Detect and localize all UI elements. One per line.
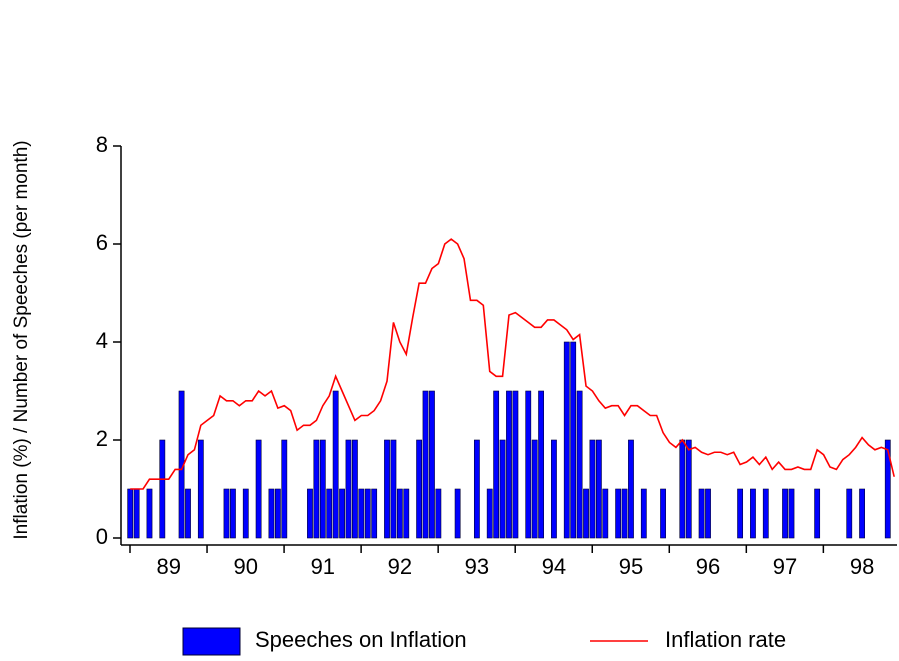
bar [679,439,686,539]
bar [332,390,339,539]
bar [595,439,602,539]
bar [403,488,410,539]
bar [750,488,756,539]
bar [846,488,853,539]
bar [133,488,140,539]
bar [319,439,326,539]
bar [570,341,577,539]
bar [313,439,320,539]
bar [384,439,390,539]
bar [486,488,493,539]
y-tick-label: 2 [96,426,108,451]
bar [640,488,647,539]
bar [416,439,423,539]
bar [352,439,358,539]
bar [396,488,403,539]
bar [859,488,865,539]
bar [230,488,236,539]
x-tick-label: 92 [388,554,412,579]
bar [364,488,371,539]
x-tick-label: 90 [234,554,258,579]
bar [159,439,166,539]
x-tick-label: 98 [850,554,874,579]
bar [307,488,313,539]
y-axis-label: Inflation (%) / Number of Speeches (per … [11,140,32,539]
bar [698,488,705,539]
bar [274,488,281,539]
bar [551,439,557,539]
bar [435,488,442,539]
bar [583,488,589,539]
bar [621,488,628,539]
bar [454,488,461,539]
x-tick-label: 93 [465,554,489,579]
bar [525,390,532,539]
bar [563,341,570,539]
bar [326,488,333,539]
bar [506,390,512,539]
y-tick-label: 4 [96,328,108,353]
bar [185,488,191,539]
bar [493,390,500,539]
bar [371,488,378,539]
bar [660,488,666,539]
bar [737,488,744,539]
x-tick-label: 97 [773,554,797,579]
bar [602,488,609,539]
bar [685,439,692,539]
bar [268,488,275,539]
bar [281,439,288,539]
bar [884,439,891,539]
bar [531,439,538,539]
legend-label: Inflation rate [665,627,786,652]
bar [589,439,596,539]
bar [223,488,230,539]
legend-label: Speeches on Inflation [255,627,467,652]
bar [339,488,345,539]
x-tick-label: 91 [311,554,335,579]
bar [628,439,634,539]
bar [814,488,821,539]
bar [127,488,134,539]
bar [358,488,365,539]
line [130,238,895,490]
bar [390,439,397,539]
bar [429,390,435,539]
y-tick-label: 0 [96,524,108,549]
bar [422,390,429,539]
bar [473,439,480,539]
bar [615,488,622,539]
bar [782,488,788,539]
x-tick-label: 96 [696,554,720,579]
bar [705,488,711,539]
bar [576,390,583,539]
bar [762,488,769,539]
bar [197,439,204,539]
bar [255,439,262,539]
bar [512,390,519,539]
x-tick-label: 95 [619,554,643,579]
x-tick-label: 89 [156,554,180,579]
bar [242,488,249,539]
legend-swatch [182,627,241,656]
bar [538,390,544,539]
bar [146,488,153,539]
y-tick-label: 6 [96,230,108,255]
bar [345,439,352,539]
bar [788,488,795,539]
bar [499,439,506,539]
x-tick-label: 94 [542,554,566,579]
y-tick-label: 8 [96,132,108,157]
